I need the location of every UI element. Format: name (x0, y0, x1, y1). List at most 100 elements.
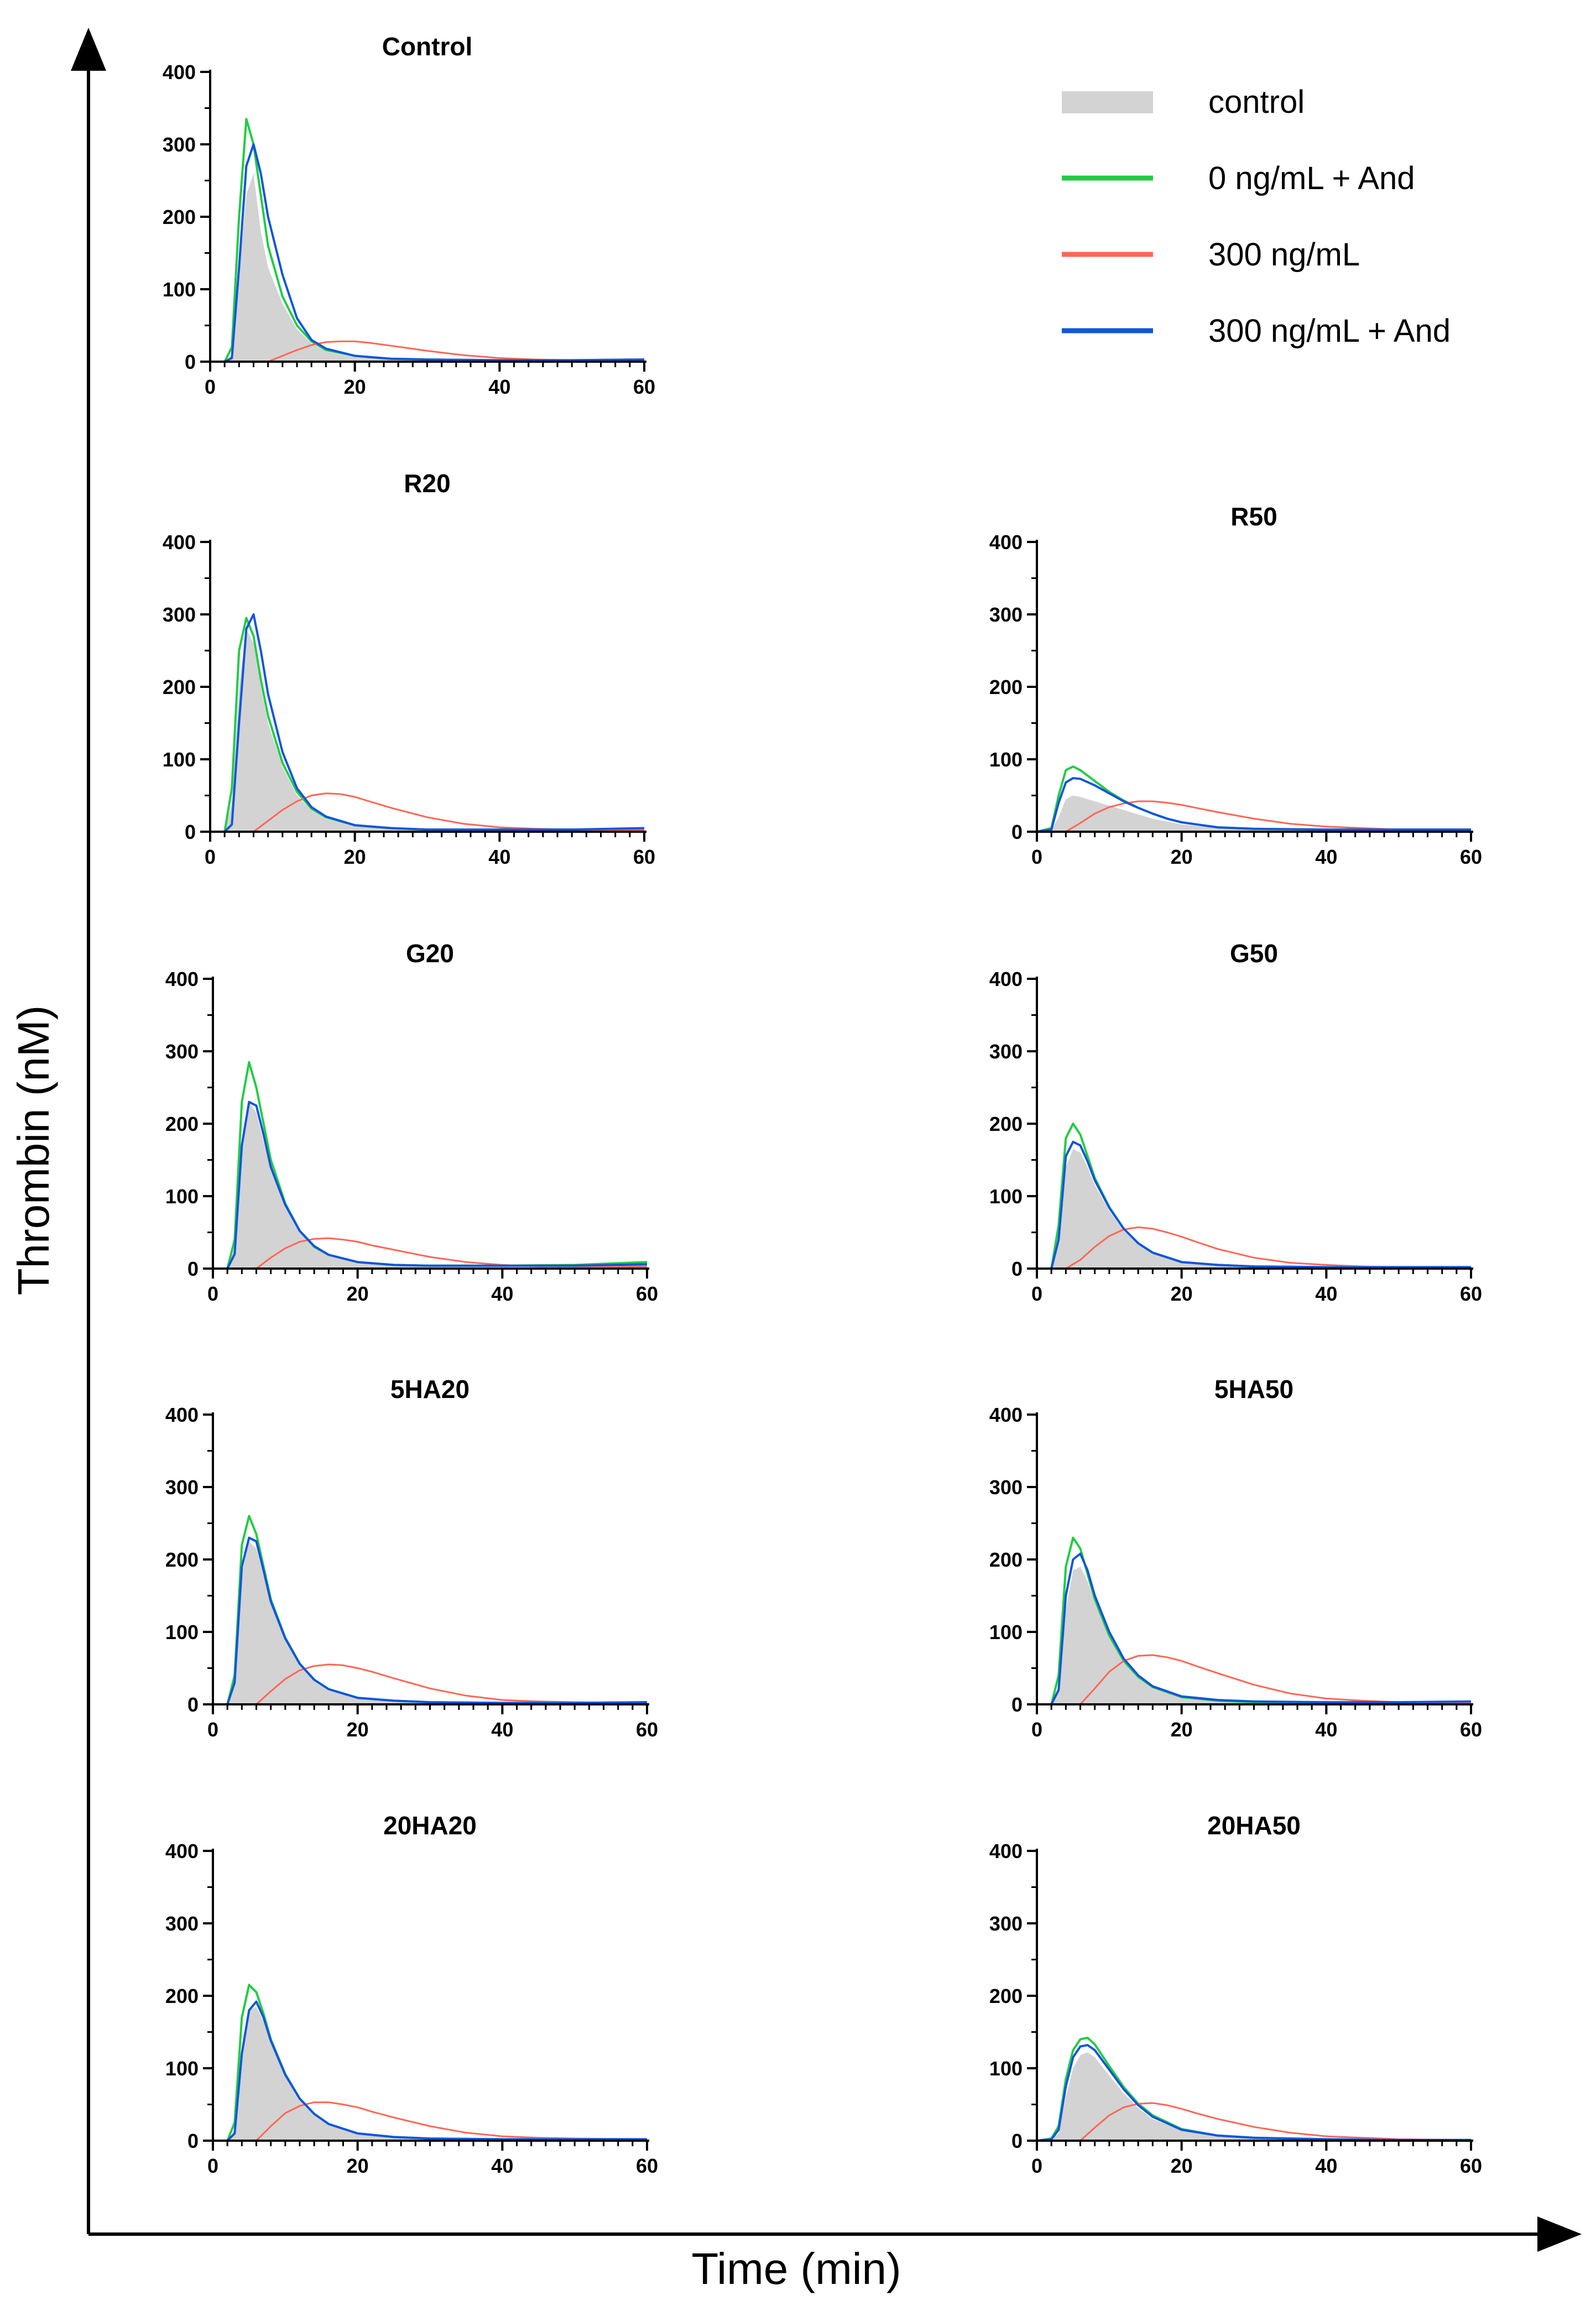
panel-5ha50: 5HA50 0 100 200 300 400 0 20 40 60 (989, 1375, 1482, 1741)
x-tick-label: 20 (347, 2155, 369, 2177)
y-tick-label: 200 (989, 1548, 1023, 1571)
series-area-control (213, 1541, 647, 1704)
y-tick-label: 0 (187, 1693, 199, 1716)
legend-item-control: control (1062, 84, 1305, 120)
y-tick-label: 300 (165, 1040, 199, 1063)
y-tick-label: 100 (163, 278, 196, 301)
series-area-control (210, 629, 644, 832)
y-tick-label: 400 (163, 61, 196, 84)
legend-label-300ng: 300 ng/mL (1208, 237, 1360, 273)
figure-x-axis-title: Time (min) (691, 2244, 901, 2293)
y-tick-label: 400 (165, 968, 199, 990)
y-tick-label: 300 (165, 1476, 199, 1499)
legend-label-control: control (1208, 84, 1305, 120)
x-tick-label: 40 (1315, 1282, 1337, 1305)
x-tick-label: 60 (1460, 2155, 1482, 2177)
x-tick-label: 20 (1171, 1282, 1193, 1305)
panel-title: 20HA20 (383, 1811, 477, 1840)
series-line-300-ng-ml (210, 340, 645, 363)
legend-item-0ng-and: 0 ng/mL + And (1062, 160, 1415, 196)
series-area-control (1037, 1567, 1471, 1704)
y-tick-label: 300 (989, 1912, 1023, 1935)
x-tick-label: 40 (1315, 2155, 1337, 2177)
y-tick-label: 100 (989, 1621, 1023, 1644)
panel-title: 5HA20 (390, 1375, 470, 1404)
x-tick-label: 40 (1315, 1718, 1337, 1741)
legend-label-0ng-and: 0 ng/mL + And (1208, 160, 1415, 196)
y-tick-label: 300 (163, 133, 196, 156)
x-tick-label: 40 (491, 1282, 513, 1305)
y-tick-label: 0 (1011, 1693, 1023, 1716)
x-tick-label: 20 (1171, 1718, 1193, 1741)
y-tick-label: 100 (165, 2057, 199, 2080)
y-tick-label: 400 (163, 531, 196, 554)
x-tick-label: 60 (1460, 846, 1482, 868)
legend-item-300ng: 300 ng/mL (1062, 237, 1360, 273)
x-tick-label: 60 (1460, 1718, 1482, 1741)
series-line-300-ng-ml (213, 2101, 648, 2142)
series-line-300-ng-ml-and (1036, 2044, 1471, 2142)
y-tick-label: 300 (163, 603, 196, 626)
y-tick-label: 200 (989, 676, 1023, 698)
y-tick-label: 100 (989, 748, 1023, 771)
series-line-300-ng-ml-and (1037, 1140, 1471, 1270)
y-tick-label: 0 (1011, 2130, 1023, 2152)
series-area-control (213, 1102, 647, 1269)
series-line-300-ng-ml (1037, 2102, 1472, 2142)
series-area-control (1037, 1149, 1471, 1269)
x-tick-label: 20 (344, 375, 366, 398)
x-tick-label: 0 (1031, 2155, 1042, 2177)
y-tick-label: 200 (165, 1548, 199, 1571)
legend-item-300ng-and: 300 ng/mL + And (1062, 313, 1451, 349)
x-tick-label: 60 (633, 846, 655, 868)
x-tick-label: 0 (205, 846, 216, 868)
y-tick-label: 400 (989, 531, 1023, 554)
panel-title: Control (382, 32, 473, 61)
x-tick-label: 60 (636, 1718, 658, 1741)
x-tick-label: 0 (205, 375, 216, 398)
series-line-300-ng-ml (1037, 1654, 1472, 1705)
x-tick-label: 60 (636, 1282, 658, 1305)
x-tick-label: 60 (636, 2155, 658, 2177)
series-line-300-ng-ml-and (210, 143, 645, 363)
legend-label-300ng-and: 300 ng/mL + And (1208, 313, 1451, 349)
y-tick-label: 100 (989, 2057, 1023, 2080)
series-line-300-ng-ml-and (1036, 777, 1471, 833)
legend-swatch-control (1062, 91, 1153, 113)
series-line-300-ng-ml-and (213, 1100, 648, 1270)
panel-title: G50 (1230, 939, 1278, 968)
y-tick-label: 0 (185, 351, 196, 373)
y-tick-label: 200 (163, 676, 196, 698)
y-tick-label: 200 (165, 1985, 199, 2007)
x-tick-label: 0 (207, 2155, 218, 2177)
y-tick-label: 200 (163, 206, 196, 228)
series-line-300-ng-ml-and (213, 2000, 647, 2142)
y-tick-label: 400 (989, 1840, 1023, 1863)
x-tick-label: 0 (207, 1282, 218, 1305)
y-tick-label: 300 (989, 603, 1023, 626)
panel-20ha50: 20HA50 0 100 200 300 400 0 20 40 60 (989, 1811, 1482, 2177)
panel-r50: R50 0 100 200 300 400 0 20 40 60 (989, 502, 1482, 868)
x-tick-label: 0 (1031, 846, 1042, 868)
series-line-300-ng-ml (213, 1663, 648, 1705)
x-tick-label: 20 (347, 1282, 369, 1305)
figure-axes: Thrombin (nM) Time (min) (9, 28, 1582, 2293)
y-tick-label: 400 (165, 1840, 199, 1863)
x-tick-label: 0 (207, 1718, 218, 1741)
x-tick-label: 40 (491, 2155, 513, 2177)
series-area-control (1037, 795, 1471, 832)
panel-g20: G20 0 100 200 300 400 0 20 40 60 (165, 939, 658, 1305)
panel-5ha20: 5HA20 0 100 200 300 400 0 20 40 60 (165, 1375, 658, 1741)
panel-title: G20 (406, 939, 454, 968)
series-line-300-ng-ml-and (210, 613, 645, 833)
panel-title: R20 (404, 469, 450, 498)
x-tick-label: 20 (1171, 846, 1193, 868)
y-tick-label: 100 (163, 748, 196, 771)
x-tick-label: 0 (1031, 1282, 1042, 1305)
y-tick-label: 100 (165, 1185, 199, 1208)
panel-20ha20: 20HA20 0 100 200 300 400 0 20 40 60 (165, 1811, 658, 2177)
x-tick-label: 40 (488, 375, 510, 398)
series-area-control (213, 2006, 647, 2141)
